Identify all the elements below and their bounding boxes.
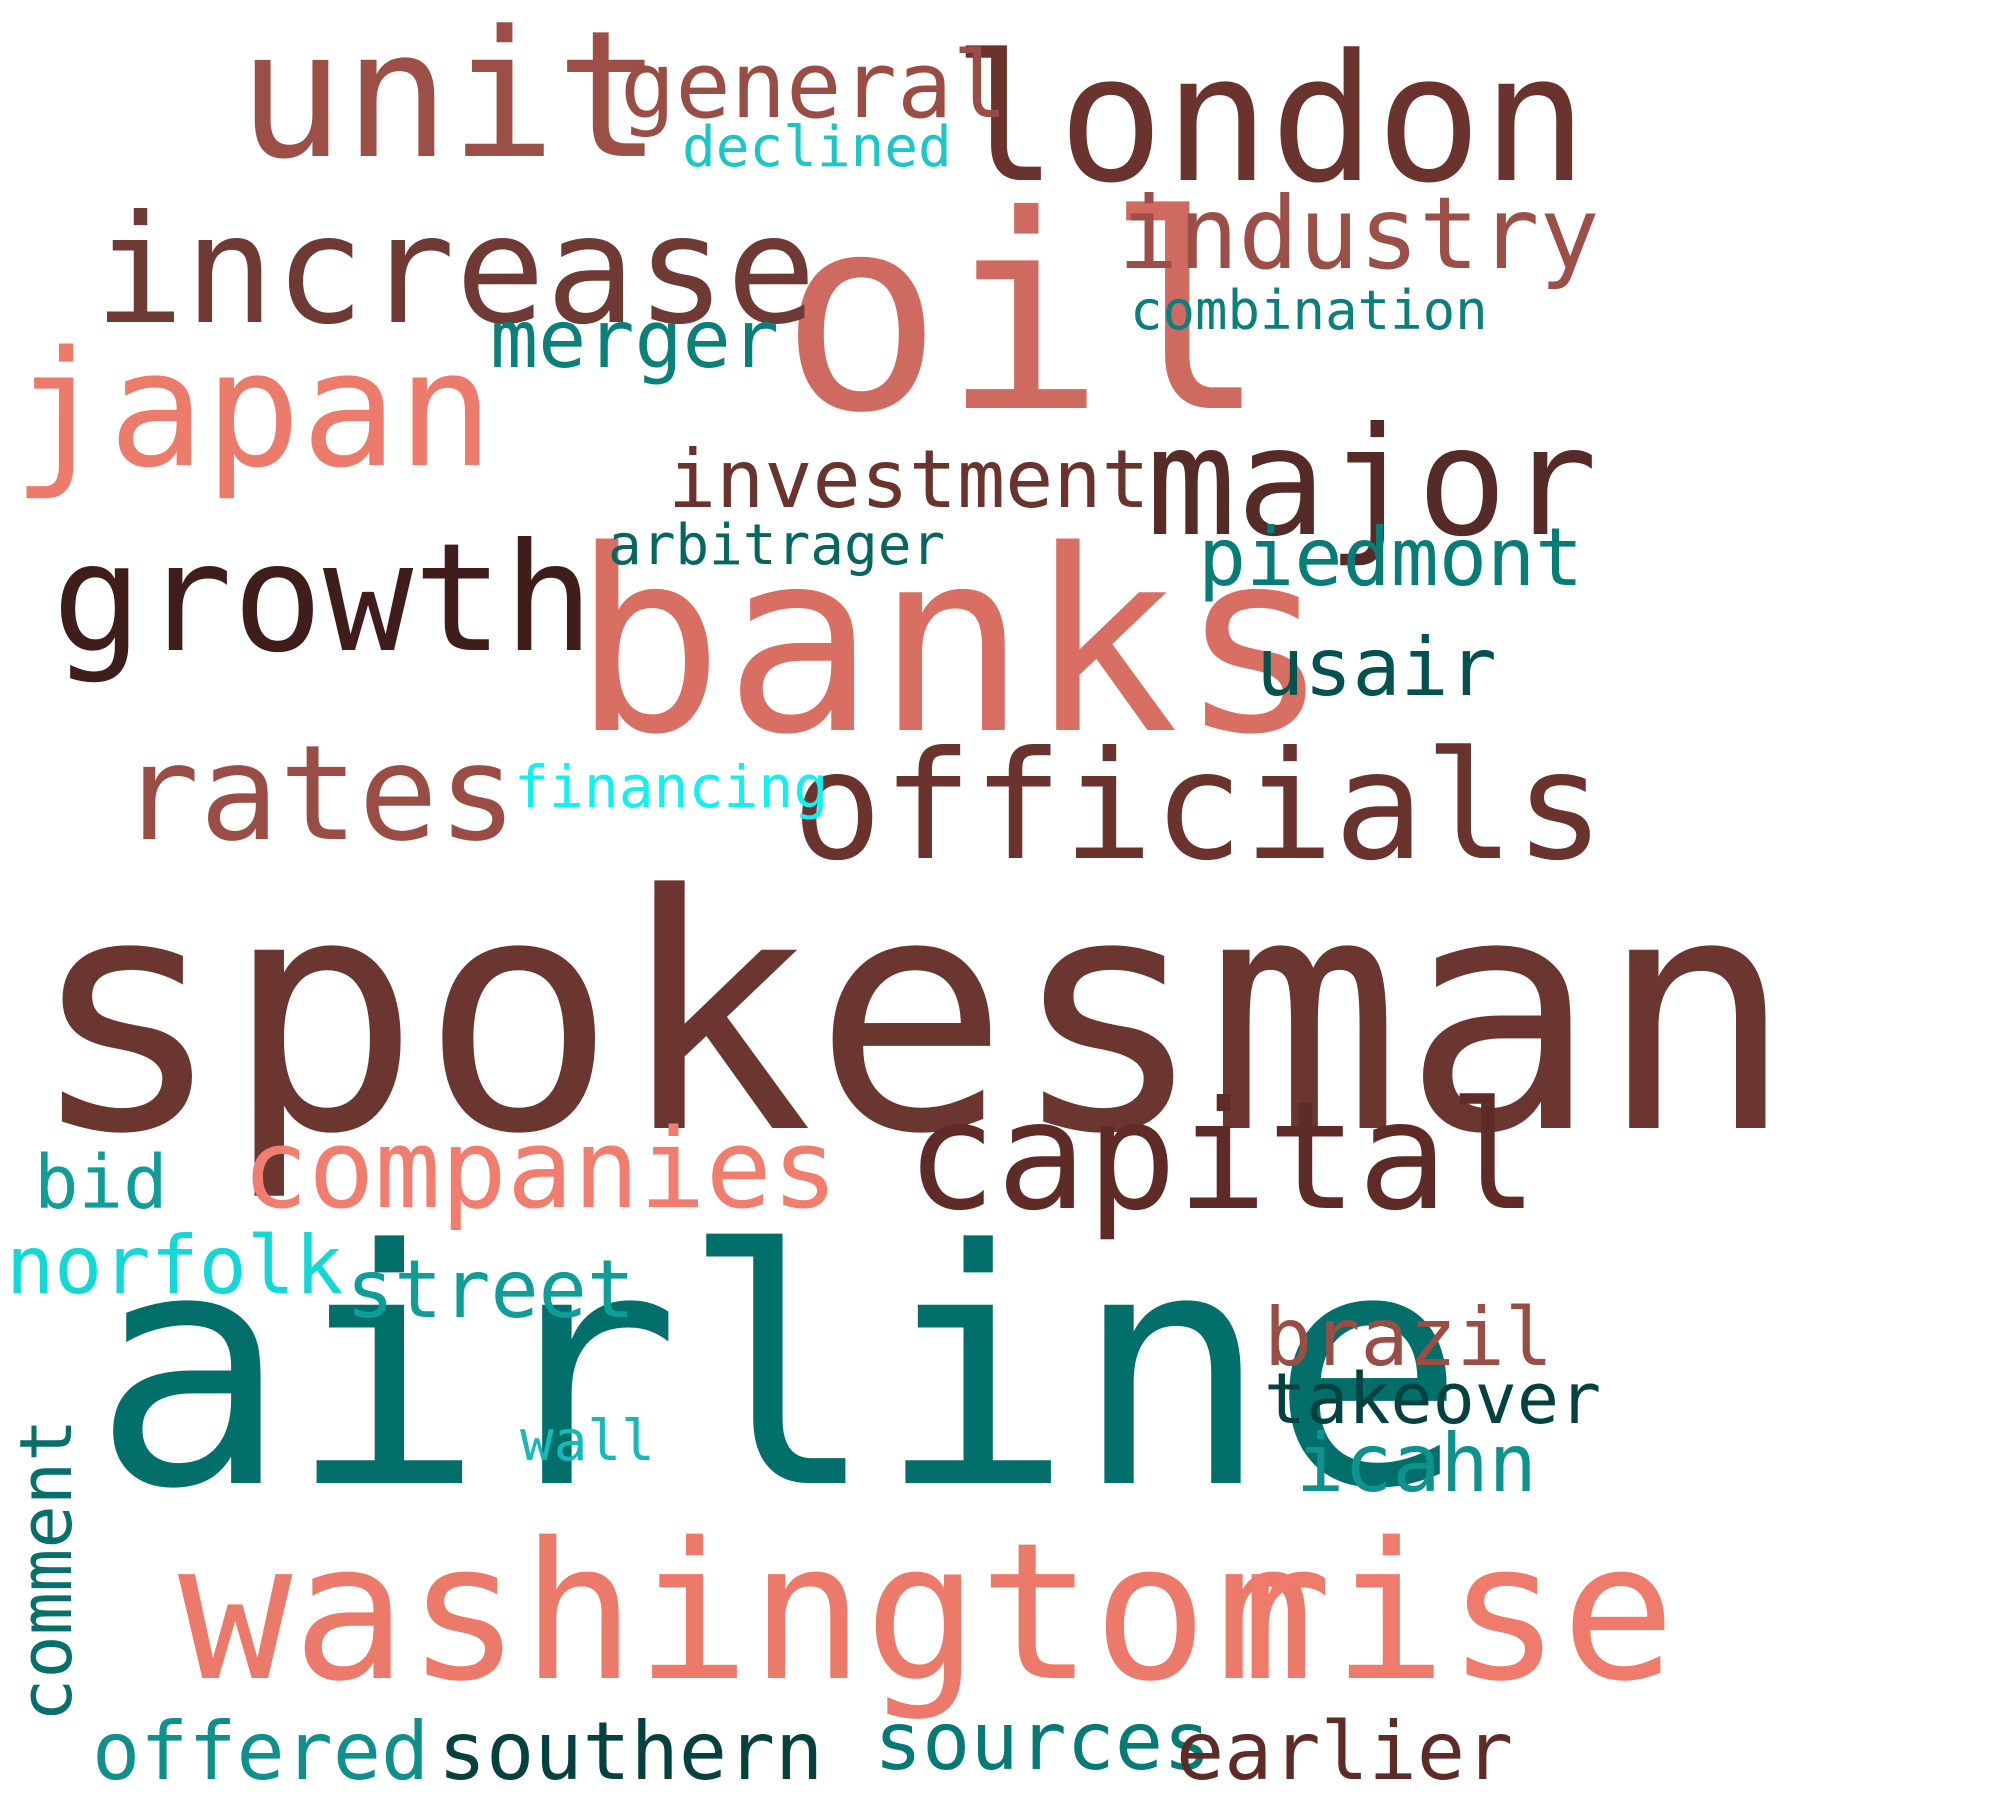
word-rise: rise	[1218, 1502, 1676, 1723]
word-washington: washington	[178, 1502, 1322, 1723]
word-increase: increase	[94, 184, 817, 358]
word-southern: southern	[438, 1705, 824, 1798]
word-general: general	[620, 32, 1008, 139]
word-industry: industry	[1118, 175, 1600, 292]
word-financing: financing	[514, 753, 829, 821]
word-sources: sources	[874, 1695, 1212, 1788]
word-piedmont: piedmont	[1198, 511, 1584, 604]
word-norfolk: norfolk	[6, 1219, 344, 1312]
word-major: major	[1146, 396, 1598, 570]
word-brazil: brazil	[1264, 1291, 1553, 1384]
word-arbitrager: arbitrager	[608, 513, 946, 578]
word-companies: companies	[242, 1105, 839, 1233]
word-street: street	[346, 1243, 635, 1336]
word-rates: rates	[120, 717, 518, 871]
word-combination: combination	[1130, 279, 1488, 342]
word-icahn: icahn	[1296, 1417, 1537, 1510]
word-officials: officials	[792, 720, 1605, 894]
word-london: london	[952, 17, 1588, 222]
word-unit: unit	[238, 0, 662, 198]
word-wall: wall	[520, 1409, 655, 1474]
word-banks: banks	[572, 497, 1331, 790]
word-takeover: takeover	[1264, 1358, 1602, 1440]
word-growth: growth	[52, 512, 594, 686]
word-investment: investment	[668, 433, 1150, 526]
word-capital: capital	[906, 1070, 1539, 1244]
word-oil: oil	[780, 157, 1268, 472]
word-bid: bid	[34, 1140, 168, 1226]
word-comment: comment	[4, 1418, 88, 1722]
word-earlier: earlier	[1176, 1705, 1514, 1798]
word-merger: merger	[490, 293, 779, 386]
word-usair: usair	[1256, 621, 1497, 714]
word-declined: declined	[682, 115, 952, 180]
word-japan: japan	[12, 316, 494, 503]
word-offered: offered	[92, 1705, 430, 1798]
word-airline: airline	[92, 1180, 1466, 1560]
word-spokesman: spokesman	[28, 825, 1795, 1205]
